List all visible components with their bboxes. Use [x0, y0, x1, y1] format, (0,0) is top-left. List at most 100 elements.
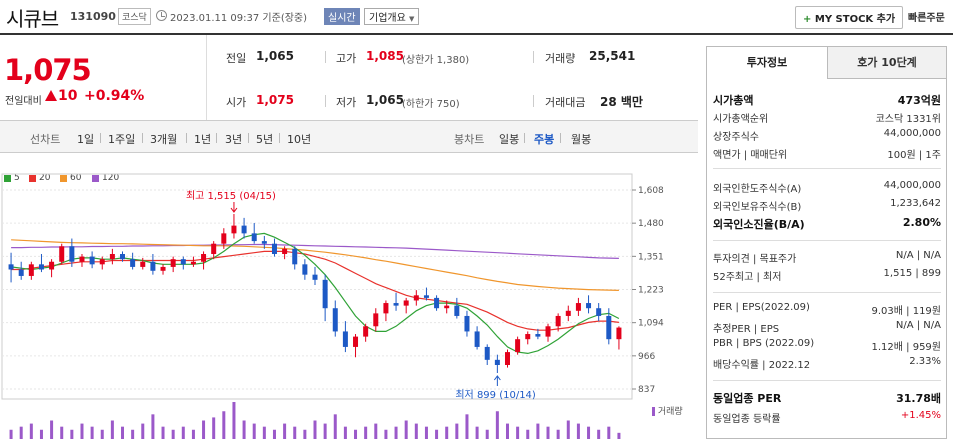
volume-bar	[303, 429, 307, 439]
volume-bar	[60, 426, 64, 439]
investment-row: 동일업종 PER 31.78배	[713, 390, 941, 406]
volume-bar	[333, 414, 337, 439]
tab-3year[interactable]: 3년	[225, 133, 243, 146]
tab-10year[interactable]: 10년	[287, 133, 312, 146]
market-badge: 코스닥	[118, 8, 151, 25]
investment-row-value: 31.78배	[896, 392, 941, 405]
y-tick-label: 1,351	[638, 252, 664, 262]
price-box	[0, 35, 207, 120]
prev-close-label: 전일	[226, 52, 247, 65]
volume-bar	[70, 429, 74, 439]
investment-row-label: 투자의견 | 목표주가	[713, 254, 797, 265]
candle-body	[332, 308, 338, 332]
tab-investment-info[interactable]: 투자정보	[707, 47, 828, 79]
tab-5year[interactable]: 5년	[256, 133, 274, 146]
header-divider	[0, 33, 953, 35]
investment-row-value: 2.80%	[902, 216, 941, 229]
tab-order-book[interactable]: 호가 10단계	[828, 47, 946, 79]
volume-bar	[516, 426, 520, 439]
volume-bar	[121, 426, 125, 439]
tab-1day[interactable]: 1일	[77, 133, 95, 146]
volume-bar	[475, 426, 479, 439]
candle-body	[38, 264, 44, 270]
y-tick-label: 1,480	[638, 219, 664, 229]
investment-row: 상장주식수 44,000,000	[713, 128, 941, 144]
investment-row-label: 외국인소진율(B/A)	[713, 218, 805, 231]
investment-row-value: 1,233,642	[890, 198, 941, 209]
volume-bar	[394, 426, 398, 439]
candle-body	[616, 327, 622, 340]
high-label: 고가	[336, 52, 357, 65]
candle-body	[221, 233, 227, 244]
volume-bar	[100, 429, 104, 439]
investment-row: 추정PER | EPS N/A | N/A	[713, 320, 941, 336]
volume-bar	[202, 420, 206, 439]
volume-bar	[505, 423, 509, 439]
investment-row-value: +1.45%	[900, 410, 941, 421]
candle-body	[28, 264, 34, 276]
triangle-up-icon	[45, 90, 57, 101]
ma60-line	[11, 239, 619, 291]
stock-name: 시큐브	[6, 7, 59, 31]
investment-row: PBR | BPS (2022.09) 1.12배 | 959원	[713, 338, 941, 354]
candle-body	[454, 305, 460, 316]
volume-bar	[465, 414, 469, 439]
company-info-dropdown[interactable]: 기업개요 ▼	[364, 8, 420, 25]
investment-row-label: 추정PER | EPS	[713, 324, 780, 335]
volume-bar	[171, 429, 175, 439]
tab-divider	[279, 133, 280, 143]
investment-row: 52주최고 | 최저 1,515 | 899	[713, 268, 941, 284]
investment-row: 외국인소진율(B/A) 2.80%	[713, 216, 941, 232]
summary-divider	[0, 120, 698, 121]
tab-weekly[interactable]: 주봉	[534, 133, 555, 146]
investment-row-value: 473억원	[897, 94, 941, 107]
upper-limit: (상한가 1,380)	[402, 55, 470, 66]
volume-bar	[293, 426, 297, 439]
candle-body	[464, 315, 470, 332]
volume-bar	[313, 420, 317, 439]
volume-bar	[110, 420, 114, 439]
investment-row-value: 9.03배 | 119원	[871, 306, 941, 317]
investment-row-label: 액면가 | 매매단위	[713, 150, 788, 161]
volume-bar	[191, 429, 195, 439]
investment-row-label: PBR | BPS (2022.09)	[713, 338, 815, 349]
stock-code: 131090	[70, 10, 116, 23]
volume-bar	[485, 429, 489, 439]
company-info-label: 기업개요	[369, 13, 406, 24]
volume-bar	[212, 417, 216, 439]
volume-bar	[566, 420, 570, 439]
candle-body	[586, 303, 592, 309]
quick-order-link[interactable]: 빠른주문	[908, 13, 945, 24]
investment-row-label: 배당수익률 | 2022.12	[713, 360, 811, 371]
candle-body	[565, 310, 571, 316]
candle-body	[170, 259, 176, 267]
tab-monthly[interactable]: 월봉	[571, 133, 592, 146]
tab-1week[interactable]: 1주일	[108, 133, 136, 146]
volume-bar	[272, 429, 276, 439]
candle-body	[494, 359, 500, 365]
volume-bar	[343, 426, 347, 439]
volume-bar	[222, 411, 226, 439]
tab-daily[interactable]: 일봉	[499, 133, 520, 146]
change-amount: 10	[58, 88, 78, 104]
y-tick-label: 1,094	[638, 319, 664, 329]
candle-body	[251, 233, 257, 242]
open-label: 시가	[226, 96, 247, 109]
divider	[533, 95, 534, 107]
realtime-button[interactable]: 실시간	[324, 8, 360, 25]
tab-1year[interactable]: 1년	[194, 133, 212, 146]
investment-row-value: 44,000,000	[883, 180, 941, 191]
candle-body	[555, 315, 561, 327]
divider	[533, 51, 534, 63]
tab-3month[interactable]: 3개월	[150, 133, 178, 146]
price-chart[interactable]: 1,608 1,480 1,351 1,223 1,094 966 837 최고 1,515 …	[0, 170, 698, 439]
volume-bar	[455, 423, 459, 439]
mystock-add-button[interactable]: + MY STOCK 추가	[795, 6, 904, 29]
investment-row: PER | EPS(2022.09) 9.03배 | 119원	[713, 302, 941, 318]
volume-bar	[445, 426, 449, 439]
y-tick-label: 837	[638, 385, 655, 395]
volume-bar	[39, 429, 43, 439]
high-arrow-head	[230, 207, 238, 213]
investment-row: 시가총액순위 코스닥 1331위	[713, 110, 941, 126]
investment-row: 액면가 | 매매단위 100원 | 1주	[713, 146, 941, 162]
